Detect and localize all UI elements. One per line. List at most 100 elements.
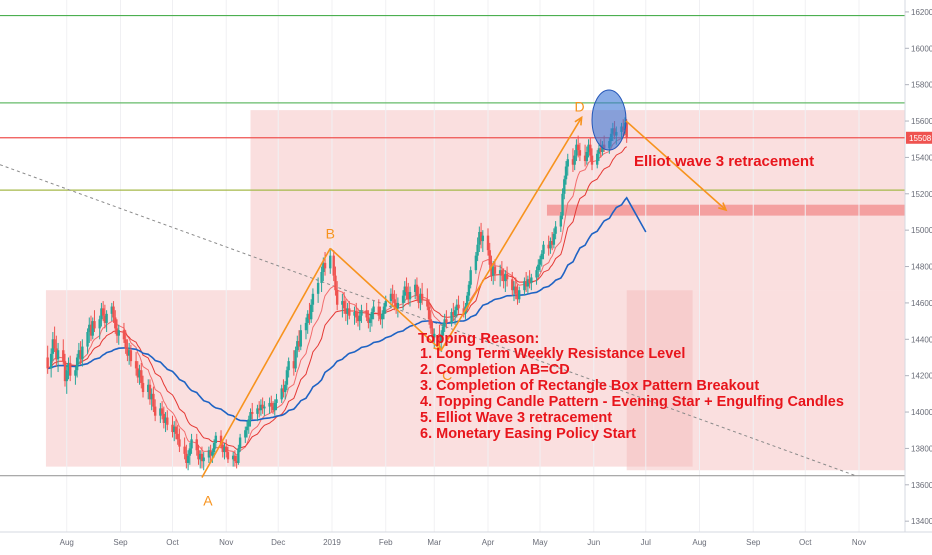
candle [150, 393, 153, 400]
candle [530, 277, 533, 283]
candle [469, 270, 472, 285]
ma-slow-line [47, 196, 647, 422]
candle [259, 404, 263, 411]
retracement-arrow-head [718, 202, 728, 212]
candle [112, 306, 115, 318]
price-tick-label: 14800 [911, 263, 932, 272]
candle [245, 426, 249, 431]
candle [367, 317, 370, 323]
time-tick-label: Jul [641, 538, 651, 547]
candle [237, 448, 240, 463]
candle [479, 231, 483, 242]
candle [540, 253, 543, 260]
candle [420, 293, 424, 300]
candle [419, 293, 422, 303]
candle [585, 151, 589, 162]
price-tick-label: 13800 [911, 444, 932, 453]
candle [275, 399, 278, 403]
candle [86, 332, 89, 347]
candle [486, 235, 490, 251]
candle [134, 361, 138, 369]
candle [478, 231, 481, 245]
candle [263, 406, 266, 409]
candle [219, 435, 223, 445]
candle [247, 419, 250, 427]
time-tick-label: 2019 [323, 538, 341, 547]
wave-point-label: C [442, 367, 452, 383]
price-tick-label: 13400 [911, 517, 932, 526]
candle [223, 446, 226, 453]
candle [251, 412, 254, 414]
candle [384, 301, 387, 307]
topping-reason-1: 1. Long Term Weekly Resistance Level [420, 346, 685, 362]
current-price-tag [906, 131, 932, 144]
price-tick-label: 13600 [911, 481, 932, 490]
candle [571, 159, 575, 165]
candle [91, 321, 94, 336]
candle [443, 319, 446, 327]
candle [431, 328, 434, 338]
candle [355, 312, 358, 318]
time-tick-label: Aug [692, 538, 706, 547]
candle [188, 448, 192, 456]
candle [566, 159, 569, 167]
candle [166, 417, 169, 425]
candle [296, 341, 299, 351]
candle [504, 273, 507, 282]
trendline [0, 164, 856, 477]
candle [55, 348, 58, 360]
candle [308, 313, 311, 320]
candle [455, 304, 459, 311]
candle [56, 350, 60, 360]
wave-leg-ab [201, 247, 331, 478]
candle [221, 444, 224, 453]
candle [309, 304, 313, 320]
candle [538, 259, 542, 265]
candle [377, 306, 380, 316]
candle [438, 333, 441, 343]
candle [214, 435, 218, 443]
candle [89, 324, 93, 336]
candle [597, 148, 601, 154]
candle [63, 361, 67, 382]
time-tick-label: Dec [271, 538, 285, 547]
candle [492, 266, 495, 276]
candle [365, 310, 368, 318]
price-tick-label: 15800 [911, 81, 932, 90]
elliot-wave-note: Elliot wave 3 retracement [634, 153, 814, 170]
candle [358, 315, 361, 322]
candle [136, 368, 140, 378]
candle [164, 417, 167, 423]
candle [573, 155, 576, 165]
time-tick-label: Nov [219, 538, 233, 547]
candle [403, 286, 406, 296]
candle [110, 306, 114, 314]
top-highlight-ellipse [591, 89, 627, 151]
candle [452, 312, 455, 316]
candle [282, 388, 285, 393]
candle [462, 308, 465, 314]
candle [590, 155, 594, 165]
candle [589, 144, 592, 156]
candle [138, 370, 141, 378]
candle [316, 282, 320, 294]
wave-point-label: D [575, 98, 585, 114]
candle [526, 279, 530, 287]
wave-leg-cd [440, 116, 583, 351]
candle [126, 348, 129, 356]
candle [75, 357, 79, 371]
candle [283, 384, 287, 393]
candle [353, 312, 356, 316]
wave-point-label: A [203, 493, 213, 509]
candle [159, 408, 162, 416]
candle [176, 433, 179, 440]
candle [335, 290, 339, 305]
time-tick-label: May [532, 538, 547, 547]
candle [429, 319, 432, 329]
candle [173, 426, 176, 433]
candle [552, 233, 556, 245]
candle [304, 322, 308, 331]
candle [238, 437, 242, 449]
candle [381, 313, 384, 320]
